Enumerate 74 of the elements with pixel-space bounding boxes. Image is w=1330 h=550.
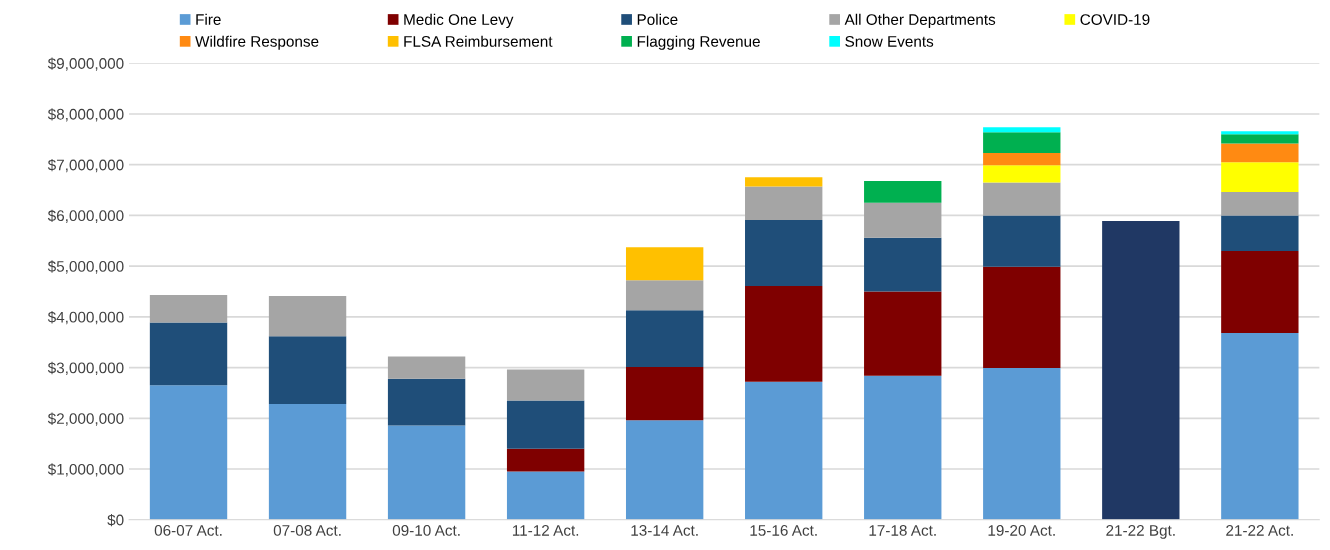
bar — [983, 215, 1061, 267]
bar — [864, 202, 942, 238]
legend-label: All Other Departments — [844, 13, 996, 28]
bar — [745, 219, 823, 286]
bar — [1102, 221, 1180, 520]
bar — [625, 310, 704, 368]
y-tick-label: $3,000,000 — [47, 361, 124, 376]
bar — [506, 400, 585, 449]
bar — [1221, 192, 1299, 216]
bar — [506, 471, 585, 520]
y-tick-label: $8,000,000 — [47, 108, 124, 122]
legend-label: Wildfire Response — [195, 35, 319, 50]
bar — [506, 448, 585, 472]
x-tick-label: 15-16 Act. — [750, 525, 817, 536]
legend-label: Police — [637, 13, 678, 25]
bar — [625, 367, 704, 421]
x-tick-label: 21-22 Act. — [1226, 525, 1293, 536]
y-tick-label: $1,000,000 — [47, 463, 124, 477]
x-tick-label: 21-22 Bgt. — [1106, 525, 1175, 539]
x-tick-label: 07-08 Act. — [273, 525, 341, 536]
x-tick-label: 13-14 Act. — [631, 525, 698, 536]
bar — [149, 385, 228, 520]
legend-label: COVID-19 — [1080, 14, 1150, 25]
bar — [387, 378, 466, 426]
bar — [1221, 131, 1299, 135]
y-tick-label: $4,000,000 — [47, 311, 124, 325]
bar — [864, 291, 942, 376]
bar — [268, 296, 347, 337]
bar — [983, 165, 1061, 183]
bar — [745, 177, 823, 187]
legend-label: Fire — [196, 13, 221, 25]
bar — [1221, 162, 1299, 193]
legend-label: Medic One Levy — [404, 13, 514, 28]
bar — [387, 425, 466, 520]
x-tick-label: 11-12 Act. — [512, 525, 579, 536]
x-tick-label: 09-10 Act. — [392, 525, 460, 536]
bar — [387, 356, 466, 379]
bar — [506, 369, 585, 401]
bar — [625, 420, 704, 520]
bar — [983, 182, 1061, 216]
x-tick-label: 19-20 Act. — [988, 525, 1055, 536]
legend-label: FLSA Reimbursement — [404, 35, 553, 47]
bar — [745, 285, 823, 382]
x-tick-label: 06-07 Act. — [154, 525, 222, 536]
bar — [1221, 333, 1299, 520]
bar — [1221, 250, 1299, 334]
bar — [1221, 134, 1299, 144]
bar — [149, 295, 228, 323]
bar — [864, 180, 942, 203]
bar — [625, 280, 704, 311]
bar — [983, 153, 1061, 166]
bar — [983, 132, 1061, 154]
bar — [983, 127, 1061, 133]
x-tick-label: 17-18 Act. — [869, 525, 936, 536]
y-tick-label: $0 — [107, 513, 124, 527]
bar — [625, 247, 704, 281]
y-tick-label: $6,000,000 — [47, 209, 124, 223]
y-tick-label: $2,000,000 — [47, 412, 124, 426]
bar — [983, 368, 1061, 520]
legend-label: Snow Events — [845, 36, 934, 47]
bar — [983, 266, 1061, 369]
bar — [268, 404, 347, 520]
bar — [1221, 215, 1299, 251]
legend-label: Flagging Revenue — [637, 35, 760, 50]
bar — [745, 381, 823, 520]
bar — [864, 375, 942, 520]
bar — [149, 322, 228, 386]
bar — [864, 237, 942, 292]
bar — [745, 186, 823, 220]
y-tick-label: $5,000,000 — [47, 260, 124, 274]
bar — [268, 336, 347, 405]
y-tick-label: $9,000,000 — [47, 57, 124, 71]
y-tick-label: $7,000,000 — [47, 158, 124, 173]
bar — [1221, 143, 1299, 163]
